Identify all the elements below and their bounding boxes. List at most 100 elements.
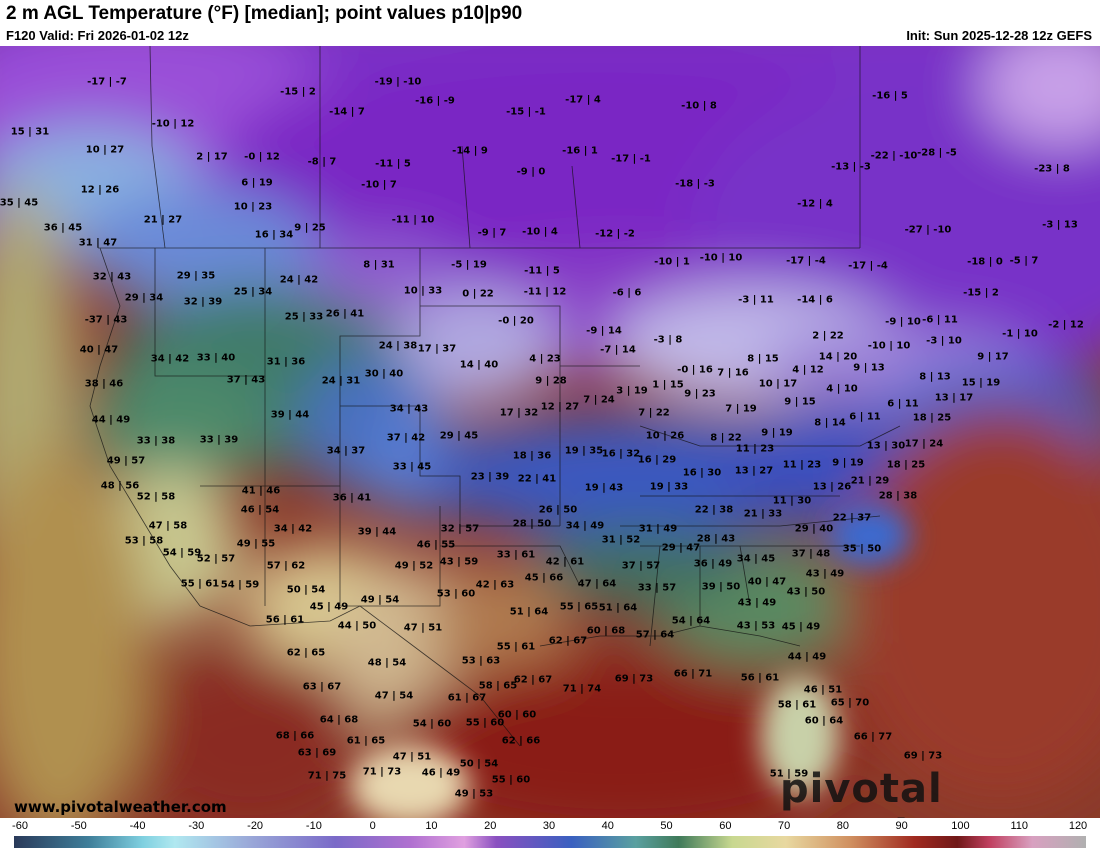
point-value-label: 55 | 60 — [491, 774, 531, 786]
point-value-label: 55 | 61 — [180, 578, 220, 590]
point-value-label: -0 | 12 — [244, 151, 280, 163]
point-value-label: -11 | 12 — [523, 286, 567, 298]
point-value-label: 33 | 57 — [637, 582, 677, 594]
point-value-label: 9 | 17 — [977, 351, 1009, 363]
point-value-label: 49 | 57 — [106, 455, 146, 467]
point-value-label: 3 | 19 — [616, 385, 648, 397]
scale-tick-label: -10 — [305, 820, 322, 832]
point-value-label: 71 | 73 — [362, 766, 402, 778]
point-value-label: 34 | 43 — [389, 403, 429, 415]
point-value-label: 55 | 60 — [465, 717, 505, 729]
point-value-label: 63 | 67 — [302, 681, 342, 693]
point-value-label: 46 | 49 — [421, 767, 461, 779]
scale-tick-label: -60 — [12, 820, 28, 832]
point-value-label: 60 | 60 — [497, 709, 537, 721]
point-value-label: 64 | 68 — [319, 714, 359, 726]
point-value-label: 24 | 38 — [378, 340, 418, 352]
point-value-label: 53 | 60 — [436, 588, 476, 600]
map-fill — [0, 46, 1100, 818]
point-value-label: 9 | 28 — [535, 375, 567, 387]
point-value-label: 34 | 45 — [736, 553, 776, 565]
point-value-label: -9 | 7 — [477, 227, 507, 239]
point-value-label: -14 | 7 — [329, 106, 365, 118]
point-value-label: 52 | 58 — [136, 491, 176, 503]
point-value-label: 24 | 31 — [321, 375, 361, 387]
point-value-label: 4 | 23 — [529, 353, 561, 365]
point-value-label: -9 | 14 — [586, 325, 622, 337]
point-value-label: 11 | 23 — [782, 459, 822, 471]
scale-tick-label: 40 — [601, 820, 614, 832]
point-value-label: 2 | 22 — [812, 330, 844, 342]
point-value-label: 44 | 49 — [787, 651, 827, 663]
point-value-label: 51 | 64 — [509, 606, 549, 618]
point-value-label: -11 | 5 — [524, 265, 560, 277]
point-value-label: 8 | 31 — [363, 259, 395, 271]
point-value-label: 37 | 57 — [621, 560, 661, 572]
point-value-label: 28 | 43 — [696, 533, 736, 545]
point-value-label: -18 | 0 — [967, 256, 1003, 268]
scale-tick-label: 60 — [719, 820, 732, 832]
point-value-label: 32 | 39 — [183, 296, 223, 308]
point-value-label: 1 | 15 — [652, 379, 684, 391]
point-value-label: 43 | 59 — [439, 556, 479, 568]
point-value-label: 21 | 33 — [743, 508, 783, 520]
point-value-label: 9 | 13 — [853, 362, 885, 374]
point-value-label: 31 | 49 — [638, 523, 678, 535]
point-value-label: -16 | 1 — [562, 145, 598, 157]
point-value-label: 49 | 54 — [360, 594, 400, 606]
point-value-label: 7 | 22 — [638, 407, 670, 419]
point-value-label: -19 | -10 — [374, 76, 422, 88]
point-value-label: 21 | 27 — [143, 214, 183, 226]
website-watermark[interactable]: www.pivotalweather.com — [14, 798, 227, 816]
point-value-label: 11 | 30 — [772, 495, 812, 507]
point-value-label: 16 | 29 — [637, 454, 677, 466]
point-value-label: 16 | 32 — [601, 448, 641, 460]
point-value-label: 22 | 37 — [832, 512, 872, 524]
point-value-label: 16 | 30 — [682, 467, 722, 479]
point-value-label: 43 | 53 — [736, 620, 776, 632]
point-value-label: 44 | 49 — [91, 414, 131, 426]
point-value-label: 45 | 66 — [524, 572, 564, 584]
point-value-label: -28 | -5 — [917, 147, 957, 159]
point-value-label: -9 | 10 — [885, 316, 921, 328]
point-value-label: 25 | 34 — [233, 286, 273, 298]
point-value-label: 25 | 33 — [284, 311, 324, 323]
point-value-label: 40 | 47 — [747, 576, 787, 588]
point-value-label: 58 | 65 — [478, 680, 518, 692]
point-value-label: 7 | 24 — [583, 394, 615, 406]
point-value-label: -17 | -4 — [848, 260, 888, 272]
point-value-label: 13 | 27 — [734, 465, 774, 477]
point-value-label: 14 | 20 — [818, 351, 858, 363]
point-value-label: -27 | -10 — [904, 224, 952, 236]
point-value-label: 47 | 64 — [577, 578, 617, 590]
point-value-label: -22 | -10 — [870, 150, 918, 162]
point-value-label: -37 | 43 — [84, 314, 128, 326]
point-value-label: 39 | 44 — [357, 526, 397, 538]
point-value-label: 33 | 39 — [199, 434, 239, 446]
point-value-label: 49 | 53 — [454, 788, 494, 800]
point-value-label: 71 | 75 — [307, 770, 347, 782]
point-value-label: -14 | 9 — [452, 145, 488, 157]
color-scale: -60 -50 -40 -30 -20 -10 0 10 20 30 40 50 60 70 80 90 100… — [0, 818, 1100, 850]
point-value-label: 57 | 62 — [266, 560, 306, 572]
point-value-label: 32 | 57 — [440, 523, 480, 535]
point-value-label: 62 | 67 — [548, 635, 588, 647]
point-value-label: 36 | 45 — [43, 222, 83, 234]
point-value-label: 54 | 59 — [162, 547, 202, 559]
point-value-label: 10 | 33 — [403, 285, 443, 297]
point-value-label: 41 | 46 — [241, 485, 281, 497]
point-value-label: 50 | 54 — [459, 758, 499, 770]
point-value-label: 35 | 50 — [842, 543, 882, 555]
point-value-label: 47 | 51 — [392, 751, 432, 763]
point-value-label: 23 | 39 — [470, 471, 510, 483]
point-value-label: 10 | 17 — [758, 378, 798, 390]
point-value-label: -14 | 6 — [797, 294, 833, 306]
point-value-label: 0 | 22 — [462, 288, 494, 300]
point-value-label: 62 | 66 — [501, 735, 541, 747]
point-value-label: 12 | 26 — [80, 184, 120, 196]
point-value-label: 18 | 25 — [886, 459, 926, 471]
scale-tick-label: 20 — [484, 820, 497, 832]
point-value-label: 22 | 38 — [694, 504, 734, 516]
point-value-label: -5 | 19 — [451, 259, 487, 271]
point-value-label: -8 | 7 — [307, 156, 337, 168]
